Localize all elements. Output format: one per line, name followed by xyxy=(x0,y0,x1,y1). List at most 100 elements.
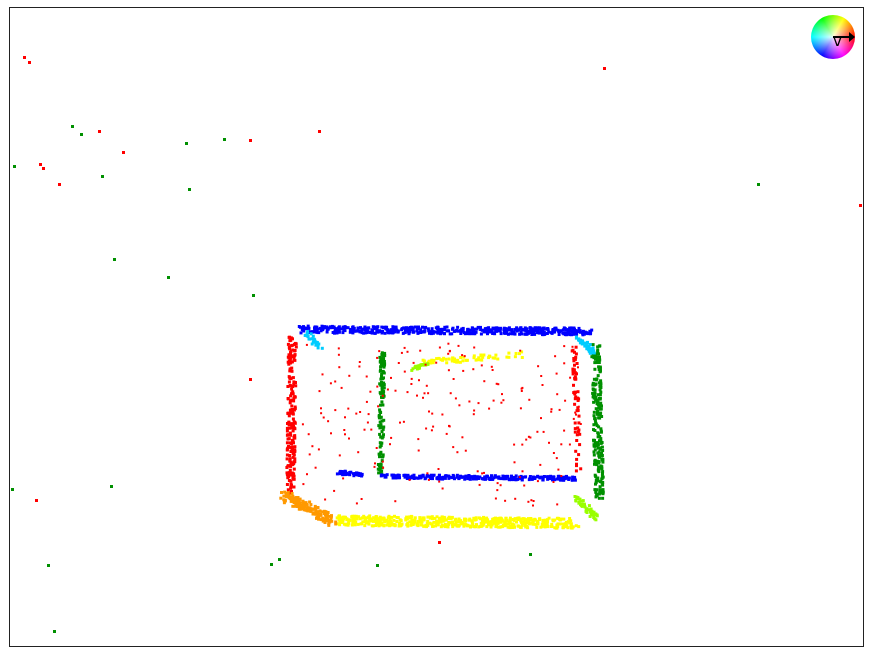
event-point xyxy=(338,518,342,522)
event-point xyxy=(422,396,424,399)
event-point xyxy=(408,477,412,481)
event-point xyxy=(293,504,297,508)
event-point xyxy=(419,349,422,352)
event-point xyxy=(525,327,529,331)
event-point xyxy=(366,520,370,524)
event-point xyxy=(543,525,547,529)
event-point xyxy=(520,523,524,527)
event-point xyxy=(516,516,520,520)
event-point xyxy=(329,326,333,330)
event-point xyxy=(472,516,476,520)
event-point xyxy=(468,524,472,528)
event-point xyxy=(591,513,595,517)
direction-color-wheel-icon: v xyxy=(811,15,855,59)
event-point xyxy=(597,470,601,474)
event-point xyxy=(536,520,539,524)
event-point xyxy=(390,515,394,519)
event-point xyxy=(42,167,45,170)
event-point xyxy=(592,510,596,514)
event-point xyxy=(443,522,447,526)
event-point xyxy=(318,509,322,513)
event-point xyxy=(428,521,432,525)
event-point xyxy=(467,518,471,522)
event-point xyxy=(581,333,585,337)
event-point xyxy=(373,465,376,468)
event-point xyxy=(578,497,582,501)
event-point xyxy=(363,524,367,528)
event-point xyxy=(430,359,434,363)
event-point xyxy=(599,429,603,433)
event-point xyxy=(459,356,463,359)
event-point xyxy=(535,331,539,335)
event-point xyxy=(535,525,539,529)
event-point xyxy=(583,344,587,348)
event-point xyxy=(599,401,603,405)
event-point xyxy=(291,455,295,459)
event-point xyxy=(580,339,584,343)
event-point xyxy=(370,328,374,332)
event-point xyxy=(377,416,381,420)
event-point xyxy=(378,520,382,524)
event-point xyxy=(386,328,390,332)
event-point xyxy=(481,472,484,475)
event-point xyxy=(420,518,423,521)
event-point xyxy=(366,330,369,334)
event-point xyxy=(358,517,362,521)
event-point xyxy=(372,519,376,523)
event-point xyxy=(547,516,551,520)
event-point xyxy=(416,519,420,523)
event-point xyxy=(463,522,467,526)
event-point xyxy=(366,421,369,424)
event-point xyxy=(377,414,381,418)
event-point xyxy=(591,381,595,385)
event-point xyxy=(596,412,599,416)
event-point xyxy=(359,326,362,330)
event-point xyxy=(494,525,498,529)
event-point xyxy=(757,183,760,186)
event-point xyxy=(568,332,572,336)
event-point xyxy=(360,328,364,332)
event-point xyxy=(357,515,361,519)
event-point xyxy=(592,443,596,447)
event-point xyxy=(587,504,591,508)
event-point-cloud xyxy=(11,56,862,633)
event-point xyxy=(347,407,350,410)
event-point xyxy=(323,521,327,524)
event-point xyxy=(352,329,355,333)
event-point xyxy=(327,420,330,423)
event-point xyxy=(349,470,353,474)
event-point xyxy=(593,391,597,395)
event-point xyxy=(424,363,427,366)
event-point xyxy=(597,496,601,500)
event-point xyxy=(581,499,585,503)
event-point xyxy=(421,358,425,362)
event-point xyxy=(588,331,591,335)
event-point xyxy=(430,327,434,331)
event-point xyxy=(380,372,384,376)
event-point xyxy=(306,335,310,339)
event-point xyxy=(434,524,438,528)
event-point xyxy=(489,525,493,529)
event-point xyxy=(560,475,563,477)
event-point xyxy=(567,328,570,332)
event-point xyxy=(550,524,554,528)
event-point xyxy=(397,521,401,525)
event-point xyxy=(297,507,301,511)
event-point xyxy=(516,524,520,528)
event-point xyxy=(600,404,603,408)
event-point xyxy=(382,473,386,477)
event-point xyxy=(577,366,579,369)
event-point xyxy=(593,357,597,361)
event-point xyxy=(463,355,466,358)
event-point xyxy=(601,483,605,487)
event-point xyxy=(513,355,517,359)
event-point xyxy=(426,327,430,331)
event-point xyxy=(444,357,448,361)
event-point xyxy=(291,412,295,416)
event-point xyxy=(586,344,589,348)
event-point xyxy=(505,475,509,479)
event-point xyxy=(539,525,543,529)
event-point xyxy=(490,365,493,368)
event-point xyxy=(380,395,384,399)
event-point xyxy=(393,514,396,518)
